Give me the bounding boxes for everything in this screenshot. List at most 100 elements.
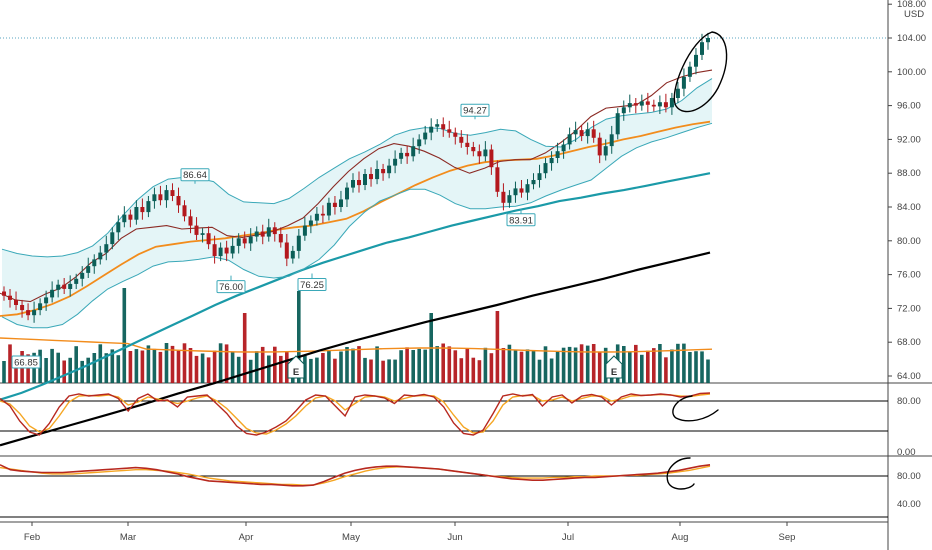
candle-body[interactable]	[134, 207, 139, 220]
candle-body[interactable]	[20, 305, 25, 311]
volume-bar[interactable]	[706, 359, 710, 384]
volume-bar[interactable]	[682, 343, 686, 383]
candle-body[interactable]	[302, 225, 307, 236]
candle-body[interactable]	[429, 126, 434, 133]
candle-body[interactable]	[543, 163, 548, 174]
stoch-k-line[interactable]	[0, 392, 711, 436]
volume-bar[interactable]	[327, 350, 331, 383]
candle-body[interactable]	[513, 188, 518, 196]
candle-body[interactable]	[459, 136, 464, 143]
volume-bar[interactable]	[676, 343, 680, 383]
candle-body[interactable]	[633, 103, 638, 106]
candle-body[interactable]	[489, 149, 494, 168]
candle-body[interactable]	[483, 149, 488, 157]
volume-bar[interactable]	[134, 349, 139, 383]
volume-bar[interactable]	[56, 352, 60, 383]
volume-bar[interactable]	[495, 311, 500, 383]
volume-bar[interactable]	[146, 345, 151, 383]
volume-bar[interactable]	[453, 350, 458, 383]
volume-bar[interactable]	[694, 351, 698, 383]
candle-body[interactable]	[531, 180, 536, 185]
freehand-curve-stoch[interactable]	[672, 395, 719, 422]
volume-bar[interactable]	[8, 344, 12, 383]
volume-bar[interactable]	[381, 360, 385, 383]
volume-bar[interactable]	[86, 357, 90, 383]
candle-body[interactable]	[567, 134, 572, 145]
candle-body[interactable]	[609, 134, 614, 147]
candle-body[interactable]	[369, 174, 373, 180]
candle-body[interactable]	[260, 231, 265, 237]
candle-body[interactable]	[296, 235, 301, 251]
volume-bar[interactable]	[375, 346, 379, 383]
volume-bar[interactable]	[465, 348, 470, 384]
volume-bar[interactable]	[98, 344, 103, 383]
freehand-ellipse-price[interactable]	[673, 31, 728, 113]
volume-bar[interactable]	[260, 346, 265, 383]
volume-bar[interactable]	[423, 349, 427, 383]
candle-body[interactable]	[435, 124, 440, 127]
volume-bar[interactable]	[567, 346, 572, 383]
candle-body[interactable]	[170, 190, 175, 196]
volume-bar[interactable]	[188, 348, 193, 383]
callout-box[interactable]	[216, 280, 246, 294]
callout-box[interactable]	[180, 168, 210, 182]
volume-bar[interactable]	[597, 351, 602, 383]
candle-body[interactable]	[657, 102, 662, 107]
candle-body[interactable]	[621, 107, 626, 114]
candle-body[interactable]	[158, 194, 163, 201]
callout-box[interactable]	[11, 355, 41, 369]
candle-body[interactable]	[381, 169, 386, 174]
candle-body[interactable]	[579, 130, 584, 136]
candle-body[interactable]	[687, 66, 692, 77]
volume-bar[interactable]	[513, 349, 518, 383]
candle-body[interactable]	[182, 205, 187, 217]
volume-bar[interactable]	[128, 351, 133, 383]
volume-bar[interactable]	[622, 346, 626, 383]
candle-body[interactable]	[116, 222, 121, 233]
lower-fast-line[interactable]	[0, 464, 711, 487]
volume-bar[interactable]	[140, 350, 145, 384]
volume-bar[interactable]	[435, 346, 439, 383]
volume-bar[interactable]	[68, 357, 72, 383]
candle-body[interactable]	[387, 165, 392, 174]
candle-body[interactable]	[525, 184, 530, 193]
volume-bar[interactable]	[206, 357, 211, 383]
candle-body[interactable]	[555, 151, 560, 158]
candle-body[interactable]	[176, 196, 181, 206]
volume-bar[interactable]	[44, 358, 48, 383]
candle-body[interactable]	[236, 238, 241, 246]
volume-bar[interactable]	[688, 352, 692, 383]
candle-body[interactable]	[224, 247, 229, 254]
volume-bar[interactable]	[303, 355, 307, 383]
price-pane[interactable]: 86.64 76.00 76.25 94.27 83.91 66.85 E E	[0, 32, 888, 447]
price-axis-panel[interactable]	[888, 0, 932, 550]
volume-bar[interactable]	[525, 349, 530, 383]
callout-box[interactable]	[506, 213, 536, 227]
earnings-marker[interactable]	[605, 355, 623, 379]
volume-bar[interactable]	[224, 344, 229, 383]
volume-bar[interactable]	[664, 357, 668, 383]
candle-body[interactable]	[694, 54, 698, 67]
volume-bar[interactable]	[242, 313, 247, 383]
volume-bar[interactable]	[441, 343, 445, 384]
volume-bar[interactable]	[104, 353, 109, 383]
candle-body[interactable]	[627, 103, 632, 108]
candle-body[interactable]	[405, 152, 410, 157]
volume-bar[interactable]	[459, 358, 464, 383]
candle-body[interactable]	[465, 142, 470, 147]
candle-body[interactable]	[399, 152, 404, 159]
volume-bar[interactable]	[200, 353, 205, 384]
candle-body[interactable]	[597, 137, 602, 156]
candle-body[interactable]	[206, 233, 211, 245]
volume-bar[interactable]	[62, 360, 66, 384]
candle-body[interactable]	[266, 227, 271, 237]
callout-box[interactable]	[460, 103, 490, 117]
volume-bar[interactable]	[537, 359, 542, 383]
volume-bar[interactable]	[387, 359, 391, 383]
volume-bar[interactable]	[321, 353, 325, 383]
volume-bar[interactable]	[212, 350, 217, 383]
candle-body[interactable]	[675, 88, 680, 98]
candle-body[interactable]	[549, 158, 554, 164]
volume-bar[interactable]	[267, 355, 271, 384]
volume-bar[interactable]	[399, 350, 403, 383]
